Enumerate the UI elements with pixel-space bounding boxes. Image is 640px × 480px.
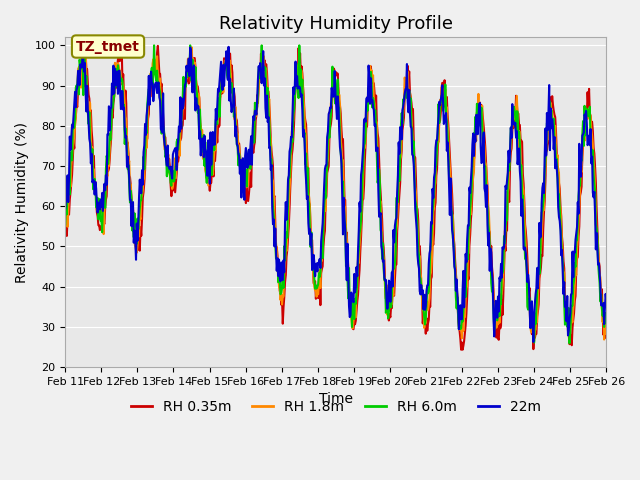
Line: RH 0.35m: RH 0.35m bbox=[65, 46, 606, 350]
Line: RH 1.8m: RH 1.8m bbox=[65, 47, 606, 341]
RH 1.8m bbox=[531, 338, 538, 344]
RH 1.8m bbox=[403, 89, 410, 95]
RH 1.8m bbox=[188, 44, 196, 50]
RH 0.35m bbox=[418, 287, 426, 293]
22m bbox=[71, 89, 79, 95]
RH 6.0m bbox=[182, 69, 190, 75]
RH 6.0m bbox=[61, 222, 69, 228]
RH 1.8m bbox=[602, 315, 610, 321]
RH 6.0m bbox=[71, 115, 79, 121]
Text: TZ_tmet: TZ_tmet bbox=[76, 39, 140, 54]
Line: RH 6.0m: RH 6.0m bbox=[65, 46, 606, 343]
22m bbox=[182, 80, 189, 86]
22m bbox=[403, 85, 410, 91]
RH 6.0m bbox=[211, 131, 219, 136]
RH 0.35m bbox=[602, 334, 610, 340]
RH 1.8m bbox=[61, 208, 69, 214]
Y-axis label: Relativity Humidity (%): Relativity Humidity (%) bbox=[15, 121, 29, 283]
RH 1.8m bbox=[211, 144, 219, 150]
RH 6.0m bbox=[566, 340, 573, 346]
RH 0.35m bbox=[61, 213, 69, 218]
RH 6.0m bbox=[403, 92, 410, 98]
22m bbox=[61, 206, 69, 212]
22m bbox=[127, 197, 134, 203]
X-axis label: Time: Time bbox=[319, 392, 353, 406]
RH 1.8m bbox=[182, 74, 189, 80]
RH 0.35m bbox=[403, 76, 410, 82]
22m bbox=[418, 291, 426, 297]
RH 6.0m bbox=[602, 310, 610, 316]
22m bbox=[211, 130, 218, 136]
RH 1.8m bbox=[71, 122, 79, 128]
RH 1.8m bbox=[127, 181, 134, 187]
Legend: RH 0.35m, RH 1.8m, RH 6.0m, 22m: RH 0.35m, RH 1.8m, RH 6.0m, 22m bbox=[125, 394, 546, 420]
RH 0.35m bbox=[211, 158, 219, 164]
RH 0.35m bbox=[127, 195, 135, 201]
RH 6.0m bbox=[418, 290, 426, 296]
RH 0.35m bbox=[71, 118, 79, 124]
RH 1.8m bbox=[418, 296, 426, 301]
22m bbox=[602, 299, 610, 304]
22m bbox=[225, 44, 232, 50]
RH 6.0m bbox=[127, 188, 134, 194]
RH 0.35m bbox=[79, 43, 86, 48]
RH 6.0m bbox=[150, 43, 158, 48]
22m bbox=[529, 339, 537, 345]
Title: Relativity Humidity Profile: Relativity Humidity Profile bbox=[219, 15, 453, 33]
Line: 22m: 22m bbox=[65, 47, 606, 342]
RH 0.35m bbox=[182, 78, 190, 84]
RH 0.35m bbox=[459, 347, 467, 353]
